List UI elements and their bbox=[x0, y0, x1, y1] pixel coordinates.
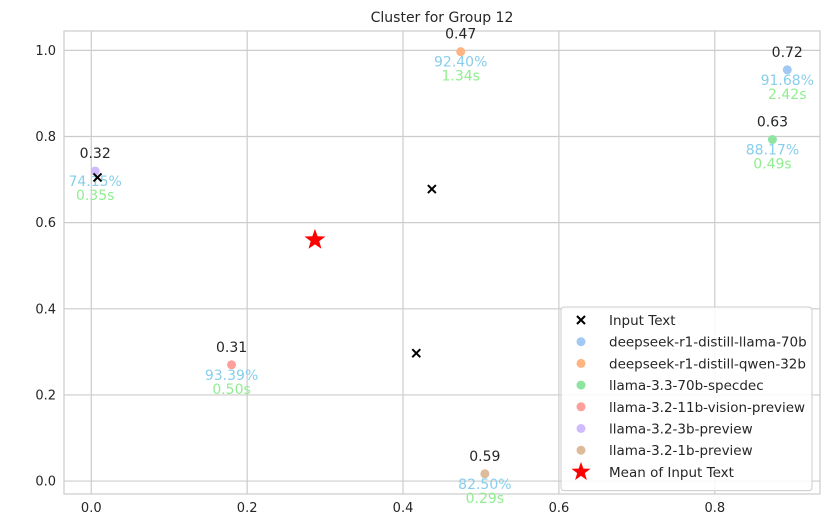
score-label: 0.32 bbox=[80, 146, 111, 162]
y-tick-label: 0.2 bbox=[35, 388, 56, 403]
accuracy-label: 88.17% bbox=[746, 143, 799, 159]
score-label: 0.59 bbox=[469, 449, 500, 465]
x-tick-label: 0.4 bbox=[393, 501, 414, 516]
input-point bbox=[427, 184, 437, 194]
accuracy-label: 82.50% bbox=[458, 477, 511, 493]
input-point bbox=[92, 172, 103, 183]
score-label: 0.63 bbox=[757, 115, 788, 131]
model-points: 0.72 91.68%2.42s 0.47 92.40%1.34s 0.63 88.17%… bbox=[68, 27, 813, 507]
mean-star-marker bbox=[304, 228, 326, 249]
legend-label: llama-3.2-3b-preview bbox=[609, 422, 753, 438]
accuracy-label: 92.40% bbox=[434, 55, 487, 71]
y-tick-label: 0.0 bbox=[35, 475, 56, 490]
legend-marker bbox=[576, 445, 586, 455]
input-point bbox=[411, 348, 421, 358]
score-label: 0.31 bbox=[216, 340, 247, 356]
model-point bbox=[782, 65, 792, 75]
legend-marker-input bbox=[576, 315, 586, 325]
axis-ticks: 0.0 0.2 0.4 0.6 0.8 0.0 0.2 0.4 0.6 0.8 1.0 bbox=[35, 44, 725, 516]
legend-label: llama-3.2-11b-vision-preview bbox=[609, 400, 805, 416]
x-tick-label: 0.0 bbox=[81, 501, 102, 516]
accuracy-label: 91.68% bbox=[761, 73, 814, 89]
legend: Input Text deepseek-r1-distill-llama-70b d… bbox=[560, 306, 813, 492]
time-label: 0.50s bbox=[212, 382, 250, 398]
time-label: 0.29s bbox=[466, 491, 504, 507]
accuracy-label: 74.15% bbox=[68, 174, 121, 190]
legend-label: deepseek-r1-distill-llama-70b bbox=[609, 335, 807, 351]
legend-label: llama-3.2-1b-preview bbox=[609, 443, 753, 459]
legend-box bbox=[560, 306, 813, 492]
y-tick-label: 1.0 bbox=[35, 44, 56, 59]
legend-marker bbox=[576, 424, 586, 433]
legend-label: Mean of Input Text bbox=[609, 465, 734, 481]
x-tick-label: 0.2 bbox=[237, 501, 258, 516]
time-label: 2.42s bbox=[768, 87, 806, 103]
model-point bbox=[480, 469, 490, 479]
score-label: 0.72 bbox=[772, 45, 803, 61]
legend-label: Input Text bbox=[609, 313, 676, 329]
legend-label: deepseek-r1-distill-qwen-32b bbox=[609, 356, 806, 372]
model-point bbox=[90, 166, 100, 176]
x-tick-label: 0.8 bbox=[704, 501, 725, 516]
chart-title: Cluster for Group 12 bbox=[371, 10, 514, 26]
model-point bbox=[227, 360, 237, 370]
legend-marker-star bbox=[571, 461, 591, 480]
legend-label: llama-3.3-70b-specdec bbox=[609, 378, 764, 394]
legend-marker bbox=[576, 337, 586, 347]
input-points bbox=[92, 172, 437, 358]
legend-marker bbox=[576, 380, 586, 390]
plot-frame bbox=[63, 30, 821, 495]
legend-marker bbox=[576, 402, 586, 412]
time-label: 0.49s bbox=[753, 157, 791, 173]
score-label: 0.47 bbox=[445, 27, 476, 43]
x-tick-label: 0.6 bbox=[549, 501, 570, 516]
legend-marker bbox=[576, 358, 586, 368]
y-tick-label: 0.6 bbox=[35, 216, 56, 231]
time-label: 0.35s bbox=[76, 188, 114, 204]
y-tick-label: 0.8 bbox=[35, 130, 56, 145]
grid-lines bbox=[64, 31, 820, 494]
model-point bbox=[456, 47, 466, 57]
time-label: 1.34s bbox=[441, 69, 479, 85]
y-tick-label: 0.4 bbox=[35, 302, 56, 317]
model-point bbox=[767, 135, 777, 145]
accuracy-label: 93.39% bbox=[205, 368, 258, 384]
